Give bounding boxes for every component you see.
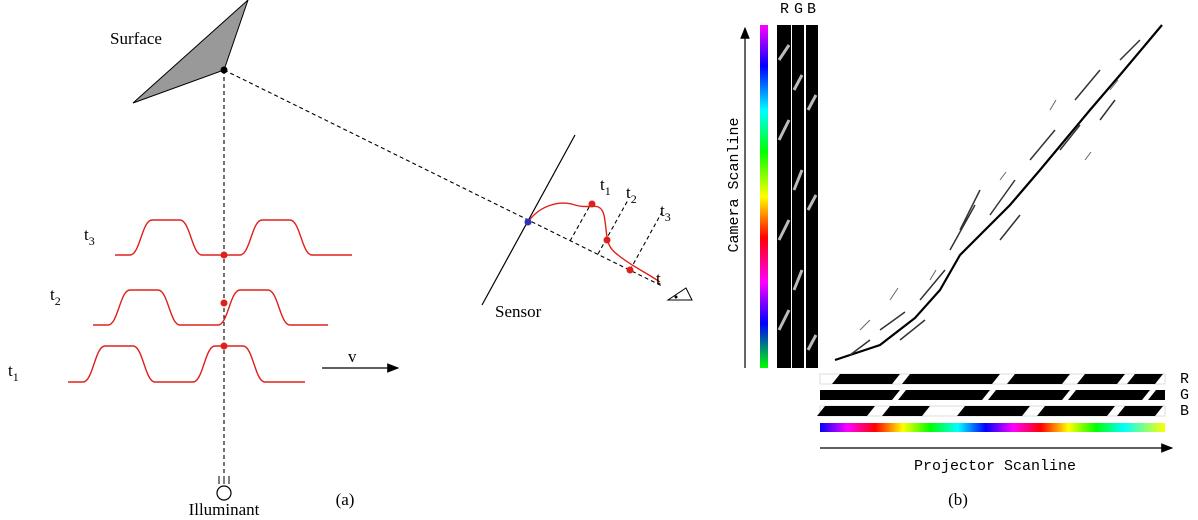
sub: 1 (13, 370, 19, 384)
sample-point (221, 343, 228, 350)
sample-point (221, 252, 228, 259)
velocity-label: v (348, 347, 357, 366)
time-label: t2 (626, 183, 637, 206)
channel-label: B (807, 1, 816, 18)
time-line (570, 202, 592, 241)
sub: 2 (55, 294, 61, 308)
channel-label: B (1180, 403, 1189, 420)
eye-symbol (668, 288, 692, 300)
sub: 1 (605, 184, 611, 198)
caption-b: (b) (948, 490, 968, 509)
sample-point (221, 300, 228, 307)
wave-label: t1 (8, 361, 19, 384)
sub: 3 (89, 234, 95, 248)
time-line (598, 200, 628, 254)
figure: Surface t3 t2 t1 v Illuminant Sensor t1 … (0, 0, 1198, 520)
correspondence-matrix (835, 25, 1162, 360)
eye-dot (675, 296, 678, 299)
y-axis-label: Camera Scanline (726, 117, 743, 252)
surface-point (221, 67, 228, 74)
channel-label: G (1180, 387, 1189, 404)
sample-point (627, 267, 634, 274)
projector-stripes (817, 374, 1165, 432)
channel-label: G (794, 1, 803, 18)
wave-label: t2 (50, 285, 61, 308)
illuminant-label: Illuminant (189, 500, 260, 519)
sensor-signal (528, 203, 660, 282)
time-label: t3 (660, 201, 671, 224)
sensor-label: Sensor (495, 302, 542, 321)
channel-label: R (1180, 371, 1189, 388)
ray (224, 70, 662, 286)
color-stripe (760, 25, 768, 368)
illuminant (217, 486, 231, 500)
sub: 2 (631, 192, 637, 206)
r-stripe (777, 25, 791, 368)
surface-shape (133, 0, 248, 103)
wave (93, 290, 328, 325)
x-axis-label: Projector Scanline (914, 458, 1076, 475)
time-label: t (656, 269, 661, 288)
time-line (630, 212, 662, 270)
panel-a: Surface t3 t2 t1 v Illuminant Sensor t1 … (8, 0, 692, 519)
panel-b: Camera Scanline R G B R G B (726, 1, 1189, 509)
sample-point (604, 237, 611, 244)
sub: 3 (665, 210, 671, 224)
channel-label: R (780, 1, 789, 18)
time-label: t1 (600, 175, 611, 198)
wave-label: t3 (84, 225, 95, 248)
surface-label: Surface (110, 29, 162, 48)
caption-a: (a) (336, 490, 355, 509)
sample-point (589, 201, 596, 208)
wave (68, 346, 305, 382)
sensor-point (525, 219, 532, 226)
wave (115, 220, 352, 255)
